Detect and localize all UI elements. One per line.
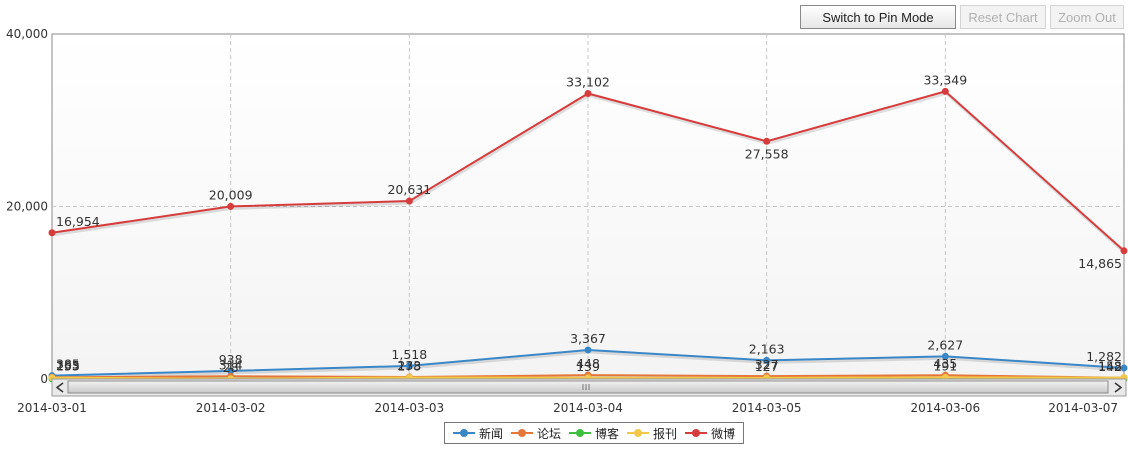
legend-item-3[interactable]: 报刊	[627, 425, 677, 442]
data-label: 33,349	[923, 72, 967, 87]
data-point[interactable]	[227, 202, 235, 210]
x-tick-label: 2014-03-03	[374, 401, 444, 415]
scroll-right-icon[interactable]	[1114, 382, 1123, 393]
data-labels: 385 938 1,518 3,367 2,163 2,627 1,282 205 314 233…	[56, 72, 1122, 374]
scroll-left-icon[interactable]	[55, 382, 64, 393]
legend-label: 新闻	[479, 426, 504, 441]
legend-item-1[interactable]: 论坛	[511, 425, 561, 442]
data-point[interactable]	[405, 197, 413, 205]
legend-marker-icon	[685, 428, 708, 438]
y-tick-label: 0	[40, 372, 48, 386]
data-label: 938	[219, 352, 243, 367]
data-label: 20,009	[209, 187, 253, 202]
data-label: 139	[576, 359, 600, 374]
data-label: 14,865	[1078, 256, 1122, 271]
x-tick-label: 2014-03-07	[1048, 401, 1118, 415]
data-point[interactable]	[941, 352, 949, 360]
reset-chart-button[interactable]: Reset Chart	[960, 5, 1046, 29]
x-tick-label: 2014-03-04	[553, 401, 623, 415]
switch-pin-mode-button[interactable]: Switch to Pin Mode	[800, 5, 956, 29]
x-tick-label: 2014-03-01	[17, 401, 87, 415]
legend-marker-icon	[511, 428, 534, 438]
data-label: 20,631	[387, 182, 431, 197]
x-tick-label: 2014-03-05	[732, 401, 802, 415]
y-tick-label: 20,000	[6, 200, 48, 214]
x-tick-label: 2014-03-02	[196, 401, 266, 415]
y-tick-label: 40,000	[6, 27, 48, 41]
data-point[interactable]	[763, 356, 771, 364]
horizontal-scrollbar[interactable]	[51, 378, 1127, 397]
legend-label: 微博	[711, 426, 736, 441]
legend-item-0[interactable]: 新闻	[453, 425, 503, 442]
data-label: 327	[755, 357, 779, 372]
legend-marker-icon	[453, 428, 475, 438]
legend-marker-icon	[569, 428, 592, 438]
legend-label: 博客	[595, 426, 620, 441]
data-point[interactable]	[48, 229, 56, 237]
data-label: 233	[397, 358, 421, 373]
data-label: 142	[1098, 359, 1122, 374]
legend-item-4[interactable]: 微博	[685, 425, 735, 442]
data-label: 1,282	[1086, 349, 1122, 364]
data-point[interactable]	[1120, 364, 1128, 372]
zoom-out-button[interactable]: Zoom Out	[1050, 5, 1124, 29]
legend-label: 报刊	[653, 426, 678, 441]
data-point[interactable]	[584, 346, 592, 354]
data-point[interactable]	[1120, 247, 1128, 255]
data-point[interactable]	[763, 137, 771, 145]
scrollbar-grip-icon	[582, 384, 590, 390]
data-label: 27,558	[745, 146, 789, 161]
y-axis: 0 20,000 40,000	[6, 27, 48, 386]
data-label: 205	[56, 358, 80, 373]
data-label: 448	[576, 356, 600, 371]
data-label: 178	[397, 358, 421, 373]
data-point[interactable]	[941, 87, 949, 95]
data-label: 1,518	[391, 347, 427, 362]
scrollbar-thumb[interactable]	[67, 380, 1109, 394]
legend-label: 论坛	[537, 426, 562, 441]
data-label: 16,954	[56, 214, 100, 229]
data-point[interactable]	[227, 367, 235, 375]
data-label: 2,627	[927, 337, 963, 352]
data-label: 153	[56, 359, 80, 374]
data-label: 3,367	[570, 331, 606, 346]
data-label: 127	[755, 359, 779, 374]
data-label: 28	[223, 360, 239, 375]
legend[interactable]: 新闻 论坛 博客 报刊 微博	[444, 422, 745, 444]
data-point[interactable]	[405, 362, 413, 370]
data-label: 33,102	[566, 74, 610, 89]
legend-item-2[interactable]: 博客	[569, 425, 619, 442]
data-label: 435	[933, 356, 957, 371]
x-tick-label: 2014-03-06	[910, 401, 980, 415]
data-label: 2,163	[749, 341, 785, 356]
legend-marker-icon	[627, 428, 650, 438]
data-label: 191	[933, 358, 957, 373]
data-point[interactable]	[584, 89, 592, 97]
data-label: 158	[1098, 359, 1122, 374]
data-label: 314	[219, 357, 243, 372]
x-axis: 2014-03-01 2014-03-02 2014-03-03 2014-03-04…	[17, 401, 1118, 415]
data-label: 385	[56, 357, 80, 372]
